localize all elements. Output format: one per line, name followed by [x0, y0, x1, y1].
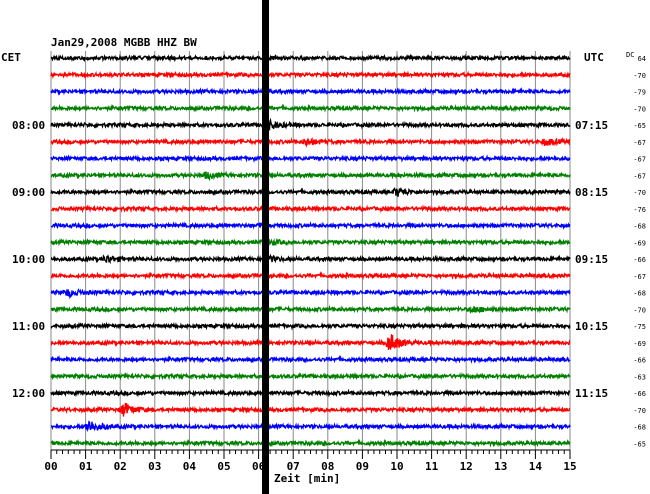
x-tick-label: 13 — [494, 460, 507, 473]
dc-offset-label: -70 — [633, 72, 646, 80]
right-hour-label: 07:15 — [575, 119, 608, 132]
x-tick-label: 02 — [114, 460, 127, 473]
right-hour-label: 09:15 — [575, 253, 608, 266]
x-tick-label: 06 — [252, 460, 266, 473]
dc-offset-label: -69 — [633, 239, 646, 247]
trace-row-2 — [50, 86, 571, 96]
dc-offset-label: -70 — [633, 306, 646, 314]
left-hour-label: 08:00 — [12, 119, 45, 132]
x-tick-label: 09 — [356, 460, 369, 473]
trace-row-1 — [50, 70, 571, 80]
left-hour-label: 10:00 — [12, 253, 45, 266]
dc-offset-label: -67 — [633, 273, 646, 281]
dc-offset-label: -70 — [633, 189, 646, 197]
trace-row-12 — [50, 252, 571, 265]
x-tick-label: 14 — [529, 460, 543, 473]
trace-row-16 — [50, 321, 571, 331]
dc-offset-label: -69 — [633, 340, 646, 348]
dc-offset-label: -66 — [633, 390, 646, 398]
right-hour-label: 11:15 — [575, 387, 608, 400]
trace-row-13 — [50, 271, 571, 281]
trace-row-9 — [50, 204, 571, 214]
x-tick-label: 15 — [563, 460, 576, 473]
trace-row-0 — [50, 53, 571, 63]
x-tick-label: 11 — [425, 460, 439, 473]
trace-row-14 — [50, 288, 571, 300]
left-hour-label: 09:00 — [12, 186, 45, 199]
x-tick-label: 12 — [460, 460, 473, 473]
x-axis-label: Zeit [min] — [274, 472, 340, 485]
dc-offset-label: -67 — [633, 172, 646, 180]
dc-offset-label: -67 — [633, 156, 646, 164]
dc-offset-label: -66 — [633, 357, 646, 365]
trace-rows — [50, 53, 571, 448]
trace-row-11 — [50, 237, 571, 249]
dc-label: DC — [626, 51, 634, 59]
right-timezone-label: UTC — [584, 51, 604, 64]
chart-title: Jan29,2008 MGBB HHZ BW — [51, 36, 197, 49]
trace-row-18 — [50, 354, 571, 364]
trace-row-17 — [50, 334, 571, 351]
dc-offset-label: -65 — [633, 122, 646, 130]
dc-offset-label: -70 — [633, 105, 646, 113]
trace-row-10 — [50, 221, 571, 230]
dc-offset-label: -67 — [633, 139, 646, 147]
trace-row-4 — [50, 117, 571, 132]
gap-marker-bar — [262, 0, 270, 494]
gap-marker — [262, 0, 270, 494]
x-tick-label: 01 — [79, 460, 93, 473]
trace-row-20 — [50, 388, 571, 398]
trace-row-5 — [50, 137, 571, 148]
dc-offset-label: -68 — [633, 290, 646, 298]
trace-row-23 — [50, 438, 571, 448]
left-hour-label: 11:00 — [12, 320, 45, 333]
x-tick-label: 04 — [183, 460, 197, 473]
x-tick-label: 10 — [390, 460, 403, 473]
trace-row-7 — [50, 170, 571, 182]
x-tick-label: 00 — [44, 460, 57, 473]
x-tick-label: 05 — [217, 460, 230, 473]
dc-offset-label: -75 — [633, 323, 646, 331]
left-timezone-label: CET — [1, 51, 21, 64]
right-hour-label: 10:15 — [575, 320, 608, 333]
dc-offset-label: -66 — [633, 256, 646, 264]
left-hour-label: 12:00 — [12, 387, 45, 400]
x-tick-label: 03 — [148, 460, 161, 473]
trace-row-6 — [50, 153, 571, 164]
trace-row-19 — [50, 371, 571, 381]
dc-offset-label: -65 — [633, 440, 646, 448]
hour-labels: 08:00 09:00 10:00 11:00 12:00 07:15 08:15 09:15… — [12, 119, 608, 400]
dc-offset-label: -79 — [633, 89, 646, 97]
x-axis: 00 01 02 03 04 05 06 07 08 09 10 11 12 13 14 15 — [44, 449, 577, 473]
dc-offset-labels: 64 -70 -79 -70 -65 -67 -67 -67 -70 -76 -68 -69 -66 -6… — [633, 55, 646, 448]
dc-offset-label: -63 — [633, 373, 646, 381]
trace-row-3 — [50, 103, 571, 113]
x-tick-label: 07 — [287, 460, 300, 473]
time-grid — [50, 51, 571, 450]
dc-offset-label: -68 — [633, 424, 646, 432]
dc-offset-label: -70 — [633, 407, 646, 415]
right-hour-label: 08:15 — [575, 186, 608, 199]
dc-offset-label: 64 — [638, 55, 646, 63]
x-tick-label: 08 — [321, 460, 334, 473]
trace-row-22 — [50, 420, 571, 433]
trace-row-21 — [50, 402, 571, 417]
trace-row-15 — [50, 304, 571, 315]
dc-offset-label: -68 — [633, 223, 646, 231]
trace-row-8 — [50, 187, 571, 197]
dc-offset-label: -76 — [633, 206, 646, 214]
